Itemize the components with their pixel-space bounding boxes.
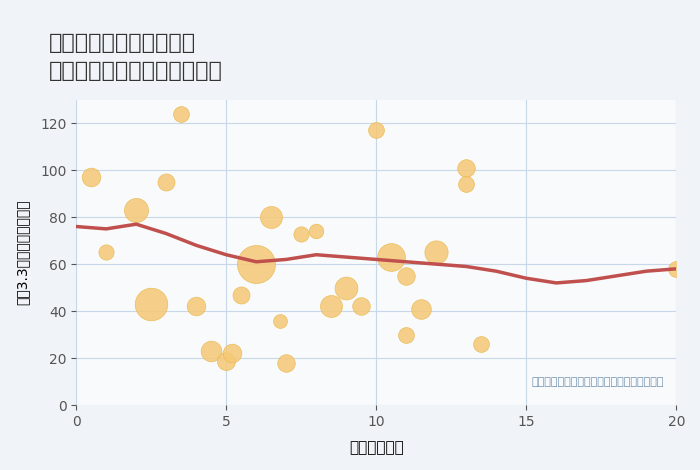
Point bbox=[220, 357, 232, 364]
Point bbox=[160, 178, 172, 186]
Point bbox=[311, 227, 322, 235]
Point bbox=[416, 305, 427, 313]
Point bbox=[206, 347, 217, 355]
Text: 三重県伊賀市古山界外の
駅距離別中古マンション価格: 三重県伊賀市古山界外の 駅距離別中古マンション価格 bbox=[49, 33, 223, 81]
Point bbox=[227, 350, 238, 357]
Point bbox=[370, 126, 382, 134]
Y-axis label: 坪（3.3㎡）単価（万円）: 坪（3.3㎡）単価（万円） bbox=[15, 200, 29, 305]
Point bbox=[265, 213, 276, 221]
Point bbox=[274, 317, 286, 324]
Point bbox=[461, 164, 472, 172]
Point bbox=[461, 180, 472, 188]
Point bbox=[295, 230, 307, 237]
Point bbox=[475, 340, 486, 348]
Point bbox=[281, 359, 292, 367]
Point bbox=[400, 272, 412, 280]
Point bbox=[386, 253, 397, 261]
Point bbox=[85, 173, 97, 181]
X-axis label: 駅距離（分）: 駅距離（分） bbox=[349, 440, 404, 455]
Point bbox=[430, 249, 442, 256]
Point bbox=[356, 303, 367, 310]
Point bbox=[251, 260, 262, 268]
Point bbox=[131, 206, 142, 214]
Point bbox=[236, 291, 247, 298]
Point bbox=[146, 300, 157, 308]
Point bbox=[326, 303, 337, 310]
Point bbox=[341, 284, 352, 291]
Point bbox=[400, 331, 412, 338]
Point bbox=[190, 303, 202, 310]
Point bbox=[101, 249, 112, 256]
Point bbox=[671, 265, 682, 273]
Point bbox=[176, 110, 187, 118]
Text: 円の大きさは、取引のあった物件面積を示す: 円の大きさは、取引のあった物件面積を示す bbox=[532, 377, 664, 387]
